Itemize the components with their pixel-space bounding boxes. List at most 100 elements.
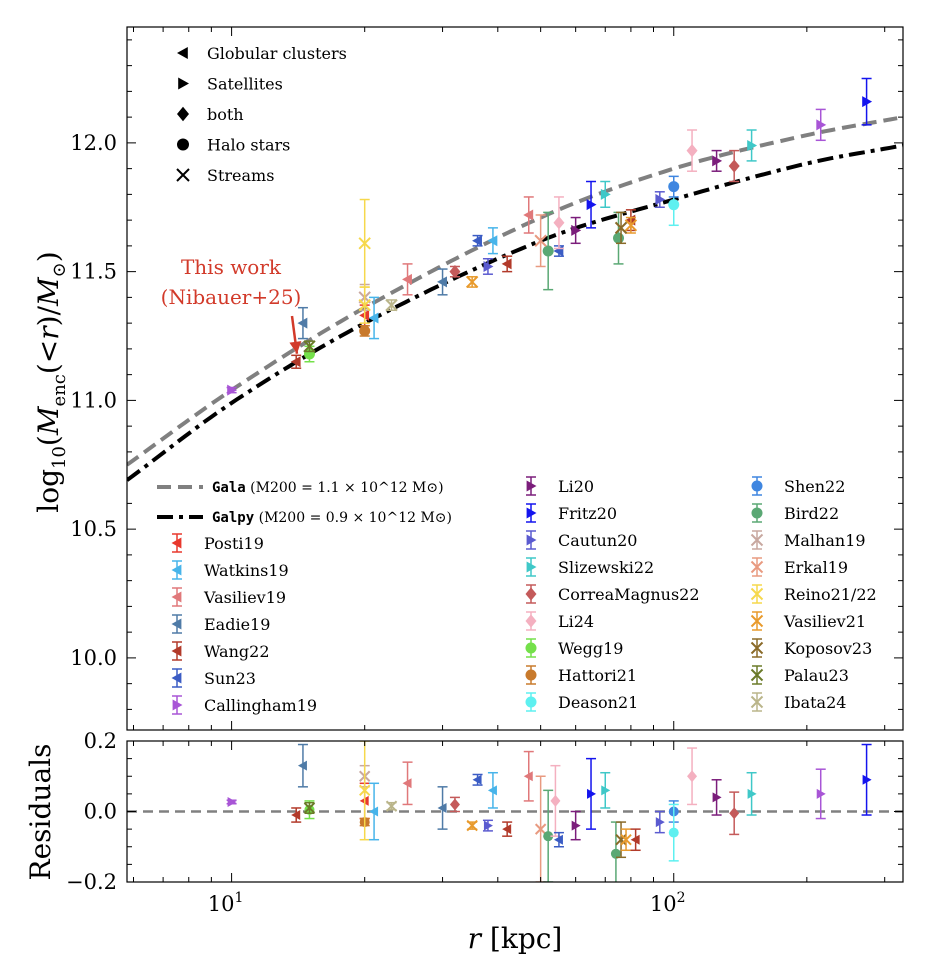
residual-tick-label: −0.2 bbox=[66, 870, 117, 894]
residual-point bbox=[402, 778, 412, 789]
legend-marker bbox=[526, 534, 537, 546]
data-point bbox=[571, 224, 582, 236]
data-point bbox=[303, 340, 316, 353]
data-point bbox=[600, 188, 611, 200]
y-tick-label: 12.0 bbox=[70, 131, 117, 155]
series-erkal19 bbox=[534, 214, 547, 268]
legend-entry: Wegg19 bbox=[525, 638, 623, 658]
data-point bbox=[359, 325, 371, 337]
residual-point bbox=[472, 774, 482, 785]
residual-point bbox=[587, 788, 597, 799]
this-work-annotation: This work (Nibauer+25) bbox=[161, 255, 301, 354]
data-point bbox=[449, 265, 461, 279]
residual-point bbox=[668, 827, 679, 838]
legend-dataset-label: Li24 bbox=[558, 612, 594, 631]
legend-marker bbox=[525, 669, 537, 681]
data-point bbox=[542, 245, 554, 257]
series-vasiliev21 bbox=[465, 216, 638, 289]
y-tick-label: 11.5 bbox=[70, 260, 117, 284]
legend-marker bbox=[751, 480, 763, 492]
legend-marker bbox=[751, 507, 763, 519]
legend-dataset-label: Ibata24 bbox=[784, 693, 846, 712]
legend-entry: Li20 bbox=[526, 476, 594, 496]
data-point bbox=[368, 312, 379, 324]
legend-entry: Hattori21 bbox=[525, 665, 637, 685]
legend-label: Halo stars bbox=[207, 136, 290, 155]
legend-symbol-triangle-left bbox=[177, 47, 188, 59]
legend-marker bbox=[526, 480, 537, 492]
data-point bbox=[487, 235, 498, 247]
model-legend: Gala (M200 = 1.1 × 10^12 M⊙) Galpy (M200 … bbox=[157, 480, 452, 526]
legend-entry: Bird22 bbox=[751, 503, 839, 523]
data-point bbox=[523, 209, 534, 221]
legend-entry: Cautun20 bbox=[526, 530, 637, 550]
residual-point bbox=[571, 820, 581, 831]
legend-entry: Shen22 bbox=[751, 476, 845, 496]
legend-dataset-label: Deason21 bbox=[558, 693, 638, 712]
legend-marker bbox=[172, 699, 183, 711]
data-point bbox=[358, 298, 371, 312]
residual-point bbox=[729, 807, 740, 820]
series-ibata24 bbox=[385, 298, 398, 312]
top-panel-frame bbox=[126, 26, 904, 731]
residual-point bbox=[358, 784, 371, 797]
legend-dataset-label: Sun23 bbox=[204, 669, 256, 688]
legend-marker bbox=[525, 614, 537, 628]
residual-point bbox=[437, 802, 447, 813]
legend-entry: Reino21/22 bbox=[750, 584, 877, 604]
residual-point bbox=[291, 810, 301, 821]
y-axis-label: log10(Menc(<r)/M⊙) bbox=[32, 251, 70, 512]
curve-galpy bbox=[127, 143, 903, 482]
residual-point bbox=[466, 819, 478, 832]
legend-dataset-label: CorreaMagnus22 bbox=[558, 585, 700, 604]
data-point bbox=[483, 260, 494, 272]
series-wang22 bbox=[290, 209, 636, 369]
data-point bbox=[358, 237, 371, 250]
legend-dataset-label: Posti19 bbox=[204, 534, 264, 553]
residual-point bbox=[385, 800, 398, 812]
series-hattori21 bbox=[359, 324, 371, 337]
legend-entry: Sun23 bbox=[171, 668, 256, 688]
series-vasiliev19 bbox=[402, 196, 534, 296]
data-point bbox=[686, 144, 698, 158]
data-point bbox=[553, 216, 565, 230]
data-point bbox=[534, 234, 547, 247]
x-tick-label: 102 bbox=[650, 890, 686, 916]
data-point bbox=[290, 356, 301, 368]
legend-dataset-label: Shen22 bbox=[784, 477, 845, 496]
residual-point bbox=[620, 833, 632, 846]
residual-tick-label: 0.0 bbox=[84, 800, 117, 824]
legend-dataset-label: Malhan19 bbox=[784, 531, 866, 550]
legend-entry: Vasiliev19 bbox=[171, 587, 286, 607]
data-point bbox=[385, 298, 398, 312]
residual-point bbox=[502, 824, 512, 835]
residual-point bbox=[712, 792, 722, 803]
marker-type-legend: Globular clusters Satellites both Halo star… bbox=[176, 44, 347, 185]
residual-point bbox=[747, 788, 757, 799]
data-point bbox=[655, 194, 666, 206]
legend-marker bbox=[750, 695, 764, 709]
residual-point bbox=[601, 785, 611, 796]
legend-marker bbox=[171, 618, 182, 630]
legend-dataset-label: Eadie19 bbox=[204, 615, 270, 634]
legend-symbol-x bbox=[176, 168, 190, 182]
series-shen22 bbox=[668, 175, 680, 198]
legend-marker bbox=[526, 507, 537, 519]
legend-dataset-label: Koposov23 bbox=[784, 639, 872, 658]
legend-marker bbox=[750, 560, 764, 574]
legend-dataset-label: Slizewski22 bbox=[558, 558, 654, 577]
legend-model-label: Gala (M200 = 1.1 × 10^12 M⊙) bbox=[212, 480, 444, 496]
y-tick-label: 10.5 bbox=[70, 517, 117, 541]
series-li24 bbox=[553, 129, 698, 250]
series-li20 bbox=[570, 149, 723, 245]
data-point bbox=[712, 155, 723, 167]
residual-point bbox=[303, 802, 316, 814]
legend-dataset-label: Vasiliev19 bbox=[203, 588, 286, 607]
legend-entry: Erkal19 bbox=[750, 557, 848, 577]
legend-entry: Slizewski22 bbox=[526, 557, 654, 577]
series-palau23 bbox=[303, 340, 316, 353]
legend-dataset-label: Li20 bbox=[558, 477, 594, 496]
data-point bbox=[668, 181, 680, 193]
legend-dataset-label: Wang22 bbox=[204, 642, 270, 661]
